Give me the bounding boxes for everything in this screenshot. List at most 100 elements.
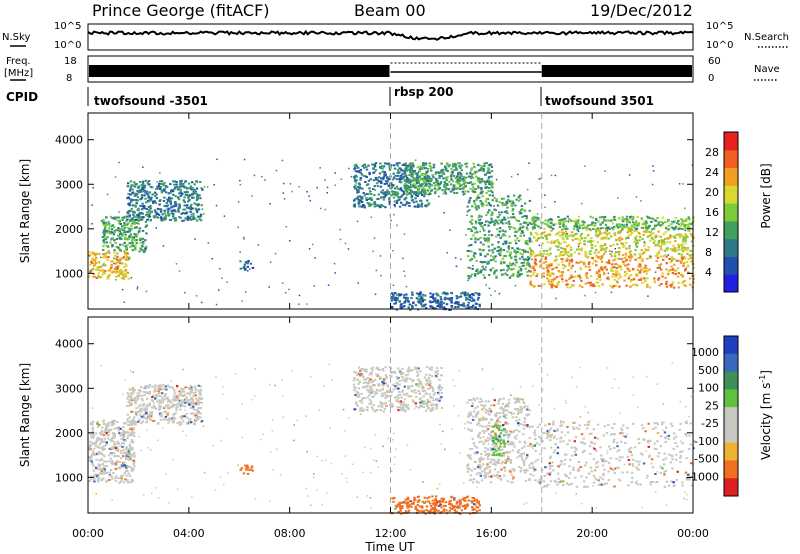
echo-cell [404,393,407,396]
echo-cell [136,288,139,290]
echo-cell [595,278,599,281]
echo-cell [403,198,407,201]
echo-cell [568,259,571,262]
freq-unit-label: [MHz] [4,68,33,79]
echo-cell [191,207,194,210]
echo-cell [404,196,408,199]
echo-cell [584,250,587,253]
echo-cell [401,367,404,370]
echo-cell [548,282,551,285]
echo-cell [179,180,182,183]
echo-cell [588,228,591,231]
echo-cell [459,295,463,298]
echo-cell [126,397,129,400]
echo-cell [163,398,166,401]
echo-cell [628,217,632,220]
echo-cell [448,164,451,167]
echo-cell [583,226,586,229]
echo-cell [326,192,328,194]
echo-cell [668,241,672,244]
echo-cell [247,260,250,262]
echo-cell [411,306,414,309]
echo-cell [122,426,125,429]
echo-cell [579,242,582,244]
echo-cell [90,460,93,463]
echo-cell [657,241,660,244]
echo-cell [564,228,568,230]
echo-cell [106,231,109,234]
echo-cell [380,402,383,405]
echo-cell [430,184,433,187]
echo-cell [405,285,408,288]
echo-cell [480,215,483,218]
echo-cell [275,169,278,172]
echo-cell [396,193,400,195]
echo-cell [638,236,642,238]
echo-cell [105,252,108,254]
echo-cell [186,219,190,221]
echo-cell [629,256,632,259]
echo-cell [472,254,475,257]
echo-cell [455,192,459,194]
echo-cell [110,228,114,231]
echo-cell [103,229,106,232]
echo-cell [124,452,127,455]
echo-cell [395,387,398,390]
echo-cell [200,420,204,422]
echo-cell [140,410,143,413]
noise-tick-left-top: 10^5 [54,21,81,32]
echo-cell [119,457,123,460]
echo-cell [122,229,126,232]
echo-cell [173,392,177,395]
echo-cell [94,467,98,470]
echo-cell [589,250,592,252]
echo-cell [119,450,122,452]
echo-cell [636,241,639,244]
echo-cell [194,402,197,405]
echo-cell [482,261,485,263]
echo-cell [134,192,137,195]
echo-cell [553,240,557,243]
echo-cell [382,369,385,372]
echo-cell [165,201,168,204]
echo-cell [148,212,152,215]
echo-cell [546,277,549,280]
echo-cell [584,253,587,256]
colorbar-tick-label: 24 [705,166,719,179]
echo-cell [682,183,684,185]
echo-cell [539,254,542,257]
echo-cell [141,185,145,188]
echo-cell [531,220,534,223]
echo-cell [491,199,494,202]
echo-cell [665,255,668,258]
echo-cell [517,271,520,274]
echo-cell [521,215,524,218]
echo-cell [237,226,239,229]
echo-cell [147,196,150,199]
echo-cell [414,197,417,200]
echo-cell [119,232,123,234]
echo-cell [125,451,128,453]
echo-cell [365,193,368,195]
echo-cell [536,213,539,215]
echo-cell [410,297,413,300]
echo-cell [468,182,471,184]
echo-cell [123,472,127,475]
echo-cell [667,219,670,222]
echo-cell [400,178,403,181]
echo-cell [530,253,533,256]
echo-cell [114,262,117,265]
echo-cell [139,238,143,241]
echo-cell [561,250,565,253]
echo-cell [501,218,504,221]
echo-cell [429,305,432,308]
echo-cell [133,221,136,224]
echo-cell [682,280,685,283]
echo-cell [195,187,199,190]
echo-cell [685,248,688,251]
echo-cell [115,271,118,274]
echo-cell [646,228,649,231]
echo-cell [490,294,492,296]
echo-cell [493,272,496,275]
echo-cell [638,257,642,259]
